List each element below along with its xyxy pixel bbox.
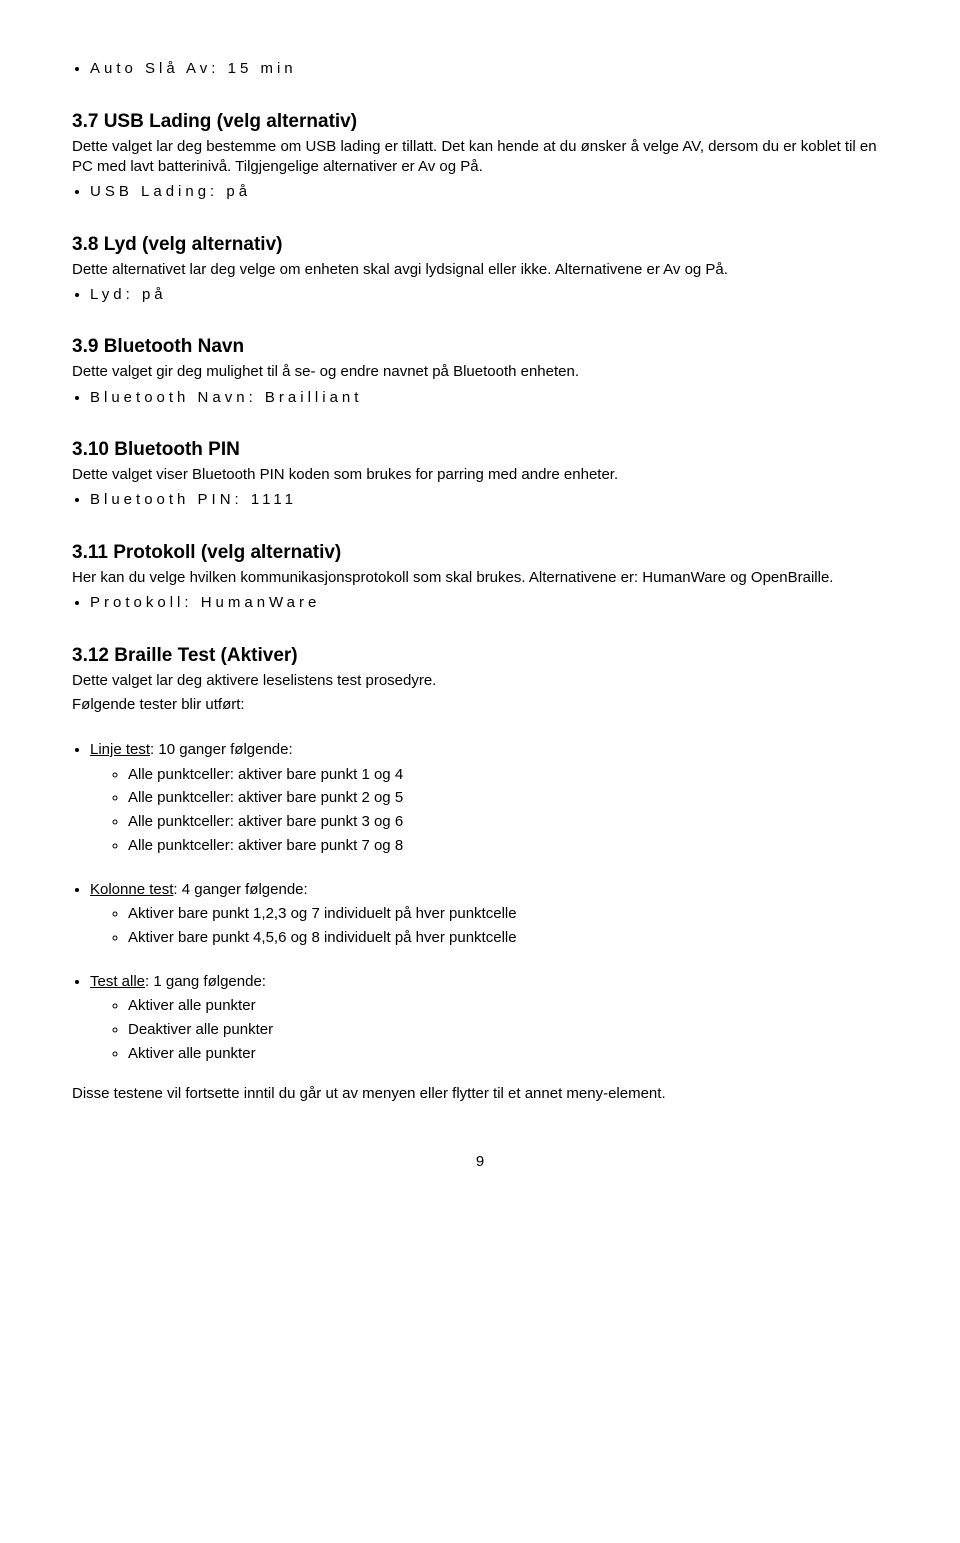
list-item: Aktiver alle punkter bbox=[128, 995, 888, 1017]
list-item: Aktiver bare punkt 1,2,3 og 7 individuel… bbox=[128, 903, 888, 925]
kolonne-test-label: Kolonne test bbox=[90, 881, 173, 898]
list-item: Alle punktceller: aktiver bare punkt 2 o… bbox=[128, 787, 888, 809]
heading-bt-name: 3.9 Bluetooth Navn bbox=[72, 336, 888, 358]
testalle-suffix: : 1 gang følgende: bbox=[145, 973, 266, 990]
kolonne-test-suffix: : 4 ganger følgende: bbox=[173, 881, 307, 898]
heading-usb-charging: 3.7 USB Lading (velg alternativ) bbox=[72, 111, 888, 133]
paragraph-closing: Disse testene vil fortsette inntil du gå… bbox=[72, 1084, 888, 1104]
heading-sound: 3.8 Lyd (velg alternativ) bbox=[72, 234, 888, 256]
list-item: Aktiver alle punkter bbox=[128, 1043, 888, 1065]
list-item: Deaktiver alle punkter bbox=[128, 1019, 888, 1041]
heading-protocol: 3.11 Protokoll (velg alternativ) bbox=[72, 542, 888, 564]
linje-test-label: Linje test bbox=[90, 741, 150, 758]
auto-off-value: Auto Slå Av: 15 min bbox=[90, 60, 297, 77]
paragraph-usb-charging: Dette valget lar deg bestemme om USB lad… bbox=[72, 137, 888, 178]
testalle-label: Test alle bbox=[90, 973, 145, 990]
usb-charging-value: USB Lading: på bbox=[90, 183, 251, 200]
paragraph-braille-test-2: Følgende tester blir utført: bbox=[72, 695, 888, 715]
list-item: Alle punktceller: aktiver bare punkt 7 o… bbox=[128, 835, 888, 857]
list-item-kolonne-test: Kolonne test: 4 ganger følgende: Aktiver… bbox=[90, 879, 888, 949]
bt-name-value: Bluetooth Navn: Brailliant bbox=[90, 389, 362, 406]
paragraph-bt-name: Dette valget gir deg mulighet til å se- … bbox=[72, 362, 888, 382]
paragraph-bt-pin: Dette valget viser Bluetooth PIN koden s… bbox=[72, 465, 888, 485]
heading-bt-pin: 3.10 Bluetooth PIN bbox=[72, 439, 888, 461]
paragraph-braille-test-1: Dette valget lar deg aktivere leselisten… bbox=[72, 671, 888, 691]
list-item-linje-test: Linje test: 10 ganger følgende: Alle pun… bbox=[90, 739, 888, 857]
page-number: 9 bbox=[72, 1153, 888, 1170]
list-item: Aktiver bare punkt 4,5,6 og 8 individuel… bbox=[128, 927, 888, 949]
bt-pin-value: Bluetooth PIN: 1111 bbox=[90, 491, 297, 508]
list-item: Alle punktceller: aktiver bare punkt 3 o… bbox=[128, 811, 888, 833]
list-item: Alle punktceller: aktiver bare punkt 1 o… bbox=[128, 764, 888, 786]
paragraph-protocol: Her kan du velge hvilken kommunikasjonsp… bbox=[72, 568, 888, 588]
list-item-test-alle: Test alle: 1 gang følgende: Aktiver alle… bbox=[90, 971, 888, 1065]
sound-value: Lyd: på bbox=[90, 286, 167, 303]
linje-test-suffix: : 10 ganger følgende: bbox=[150, 741, 293, 758]
heading-braille-test: 3.12 Braille Test (Aktiver) bbox=[72, 645, 888, 667]
paragraph-sound: Dette alternativet lar deg velge om enhe… bbox=[72, 260, 888, 280]
protocol-value: Protokoll: HumanWare bbox=[90, 594, 320, 611]
